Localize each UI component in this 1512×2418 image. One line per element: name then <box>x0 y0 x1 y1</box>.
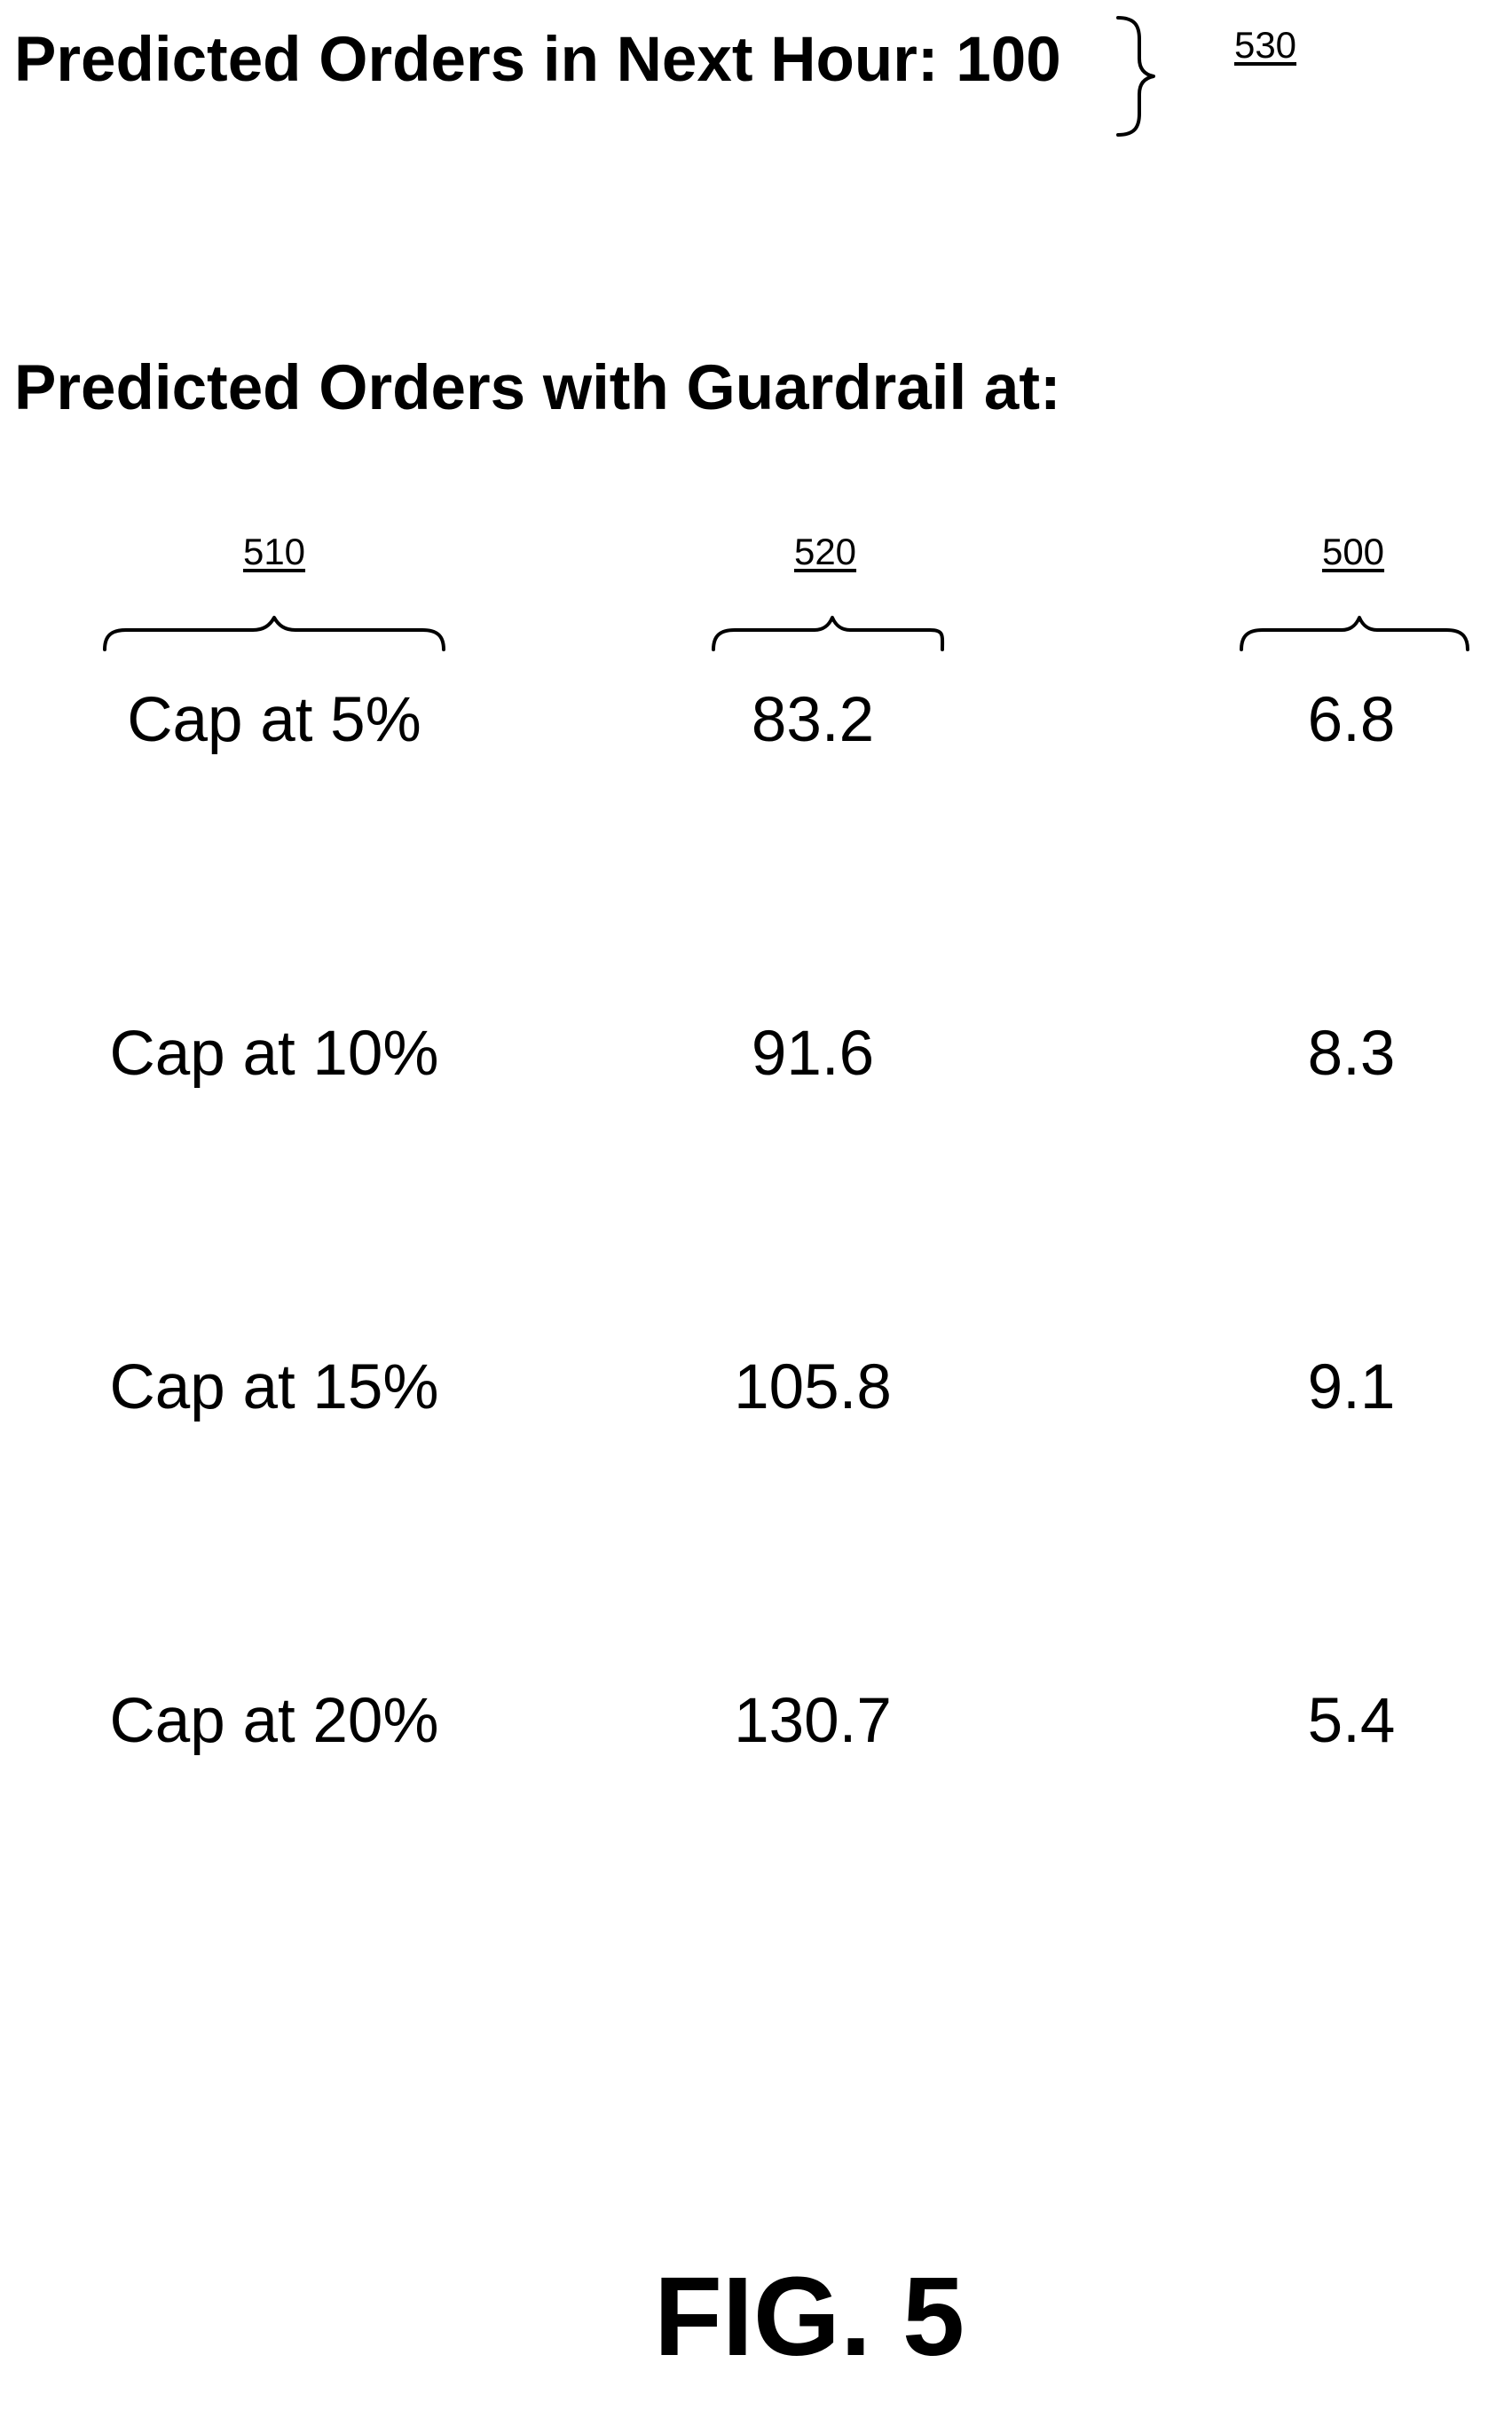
reference-numeral-510: 510 <box>242 531 306 572</box>
reference-numeral-530: 530 <box>1233 24 1297 66</box>
error-value-15: 9.1 <box>1307 1352 1396 1422</box>
predicted-value-5: 83.2 <box>751 685 875 755</box>
cap-label-15: Cap at 15% <box>109 1352 439 1422</box>
cap-label-10: Cap at 10% <box>109 1019 439 1089</box>
predicted-value-15: 105.8 <box>734 1352 892 1422</box>
brace-530-icon <box>1116 16 1155 137</box>
predicted-orders-heading: Predicted Orders in Next Hour: 100 <box>14 25 1061 95</box>
error-value-20: 5.4 <box>1307 1686 1396 1756</box>
figure-label: FIG. 5 <box>653 2254 965 2379</box>
brace-510-icon <box>103 616 445 651</box>
brace-500-icon <box>1240 616 1469 651</box>
error-value-10: 8.3 <box>1307 1019 1396 1089</box>
brace-520-icon <box>712 616 945 651</box>
predicted-value-20: 130.7 <box>734 1686 892 1756</box>
guardrail-section-heading: Predicted Orders with Guardrail at: <box>14 353 1061 423</box>
error-value-5: 6.8 <box>1307 685 1396 755</box>
cap-label-20: Cap at 20% <box>109 1686 439 1756</box>
reference-numeral-520: 520 <box>793 531 857 572</box>
reference-numeral-500: 500 <box>1321 531 1385 572</box>
predicted-value-10: 91.6 <box>751 1019 875 1089</box>
cap-label-5: Cap at 5% <box>127 685 421 755</box>
